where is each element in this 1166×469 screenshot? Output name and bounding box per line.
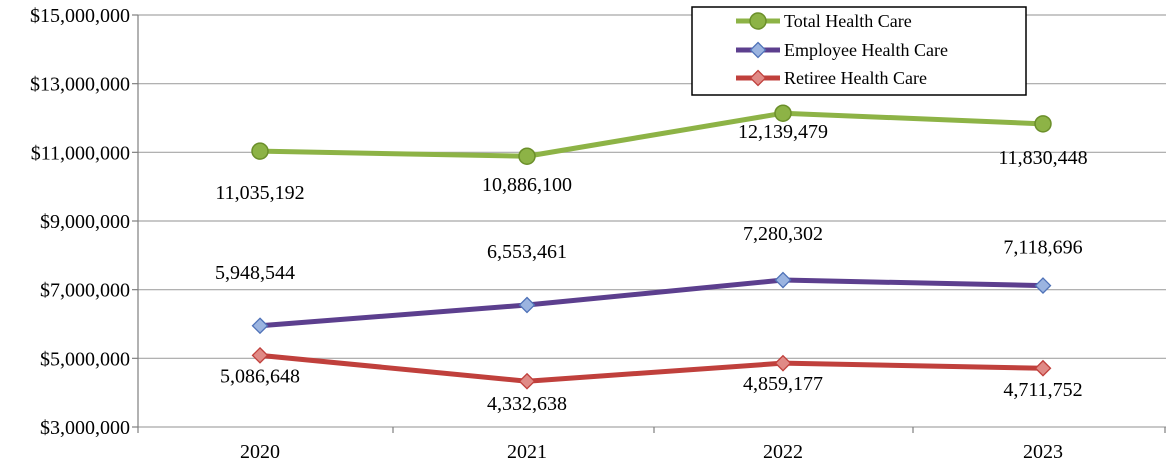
data-labels: 11,035,192 10,886,100 12,139,479 11,830,448… — [215, 121, 1088, 415]
data-label: 10,886,100 — [482, 174, 572, 196]
y-tick-label: $5,000,000 — [40, 348, 130, 370]
data-label: 4,859,177 — [743, 373, 823, 395]
data-point-marker — [1034, 277, 1052, 295]
series-total-health-care — [251, 104, 1052, 165]
data-label: 4,332,638 — [487, 393, 567, 415]
legend-item: Total Health Care — [736, 11, 912, 31]
x-tick-label: 2021 — [507, 441, 547, 463]
legend-item: Retiree Health Care — [736, 68, 927, 88]
y-tick-label: $11,000,000 — [31, 142, 130, 164]
axes: $3,000,000 $5,000,000 $7,000,000 $9,000,000… — [30, 5, 1166, 463]
series-line — [257, 110, 1046, 159]
legend-label: Total Health Care — [784, 11, 912, 31]
data-point-marker — [774, 104, 792, 122]
data-point-marker — [749, 41, 767, 59]
data-point-marker — [749, 12, 767, 30]
legend-label: Retiree Health Care — [784, 68, 927, 88]
series-employee-health-care — [251, 271, 1052, 335]
data-label: 6,553,461 — [487, 241, 567, 263]
series-line — [257, 277, 1046, 329]
data-point-marker — [774, 354, 792, 372]
data-label: 11,830,448 — [998, 147, 1087, 169]
data-point-marker — [251, 317, 269, 335]
data-point-marker — [1034, 359, 1052, 377]
x-tick-label: 2022 — [763, 441, 803, 463]
data-label: 11,035,192 — [215, 182, 304, 204]
data-label: 5,086,648 — [220, 365, 300, 387]
data-point-marker — [251, 346, 269, 364]
data-point-marker — [518, 147, 536, 165]
y-tick-label: $15,000,000 — [30, 5, 130, 27]
data-label: 12,139,479 — [738, 121, 828, 143]
data-point-marker — [251, 142, 269, 160]
data-point-marker — [749, 69, 767, 87]
y-tick-label: $7,000,000 — [40, 280, 130, 302]
data-point-marker — [1034, 115, 1052, 133]
y-tick-label: $3,000,000 — [40, 417, 130, 439]
data-label: 7,118,696 — [1003, 237, 1082, 259]
legend: Total Health Care Employee Health Care Ret… — [691, 6, 1027, 96]
data-label: 7,280,302 — [743, 223, 823, 245]
data-point-marker — [518, 372, 536, 390]
data-label: 5,948,544 — [215, 262, 295, 284]
data-point-marker — [518, 296, 536, 314]
y-tick-label: $9,000,000 — [40, 211, 130, 233]
data-point-marker — [774, 271, 792, 289]
legend-label: Employee Health Care — [784, 40, 948, 60]
legend-item: Employee Health Care — [736, 40, 948, 60]
y-tick-label: $13,000,000 — [30, 74, 130, 96]
x-tick-label: 2023 — [1023, 441, 1063, 463]
series-line — [257, 352, 1046, 384]
data-label: 4,711,752 — [1003, 379, 1082, 401]
series-retiree-health-care — [251, 346, 1052, 390]
x-tick-label: 2020 — [240, 441, 280, 463]
series-group — [251, 104, 1052, 390]
